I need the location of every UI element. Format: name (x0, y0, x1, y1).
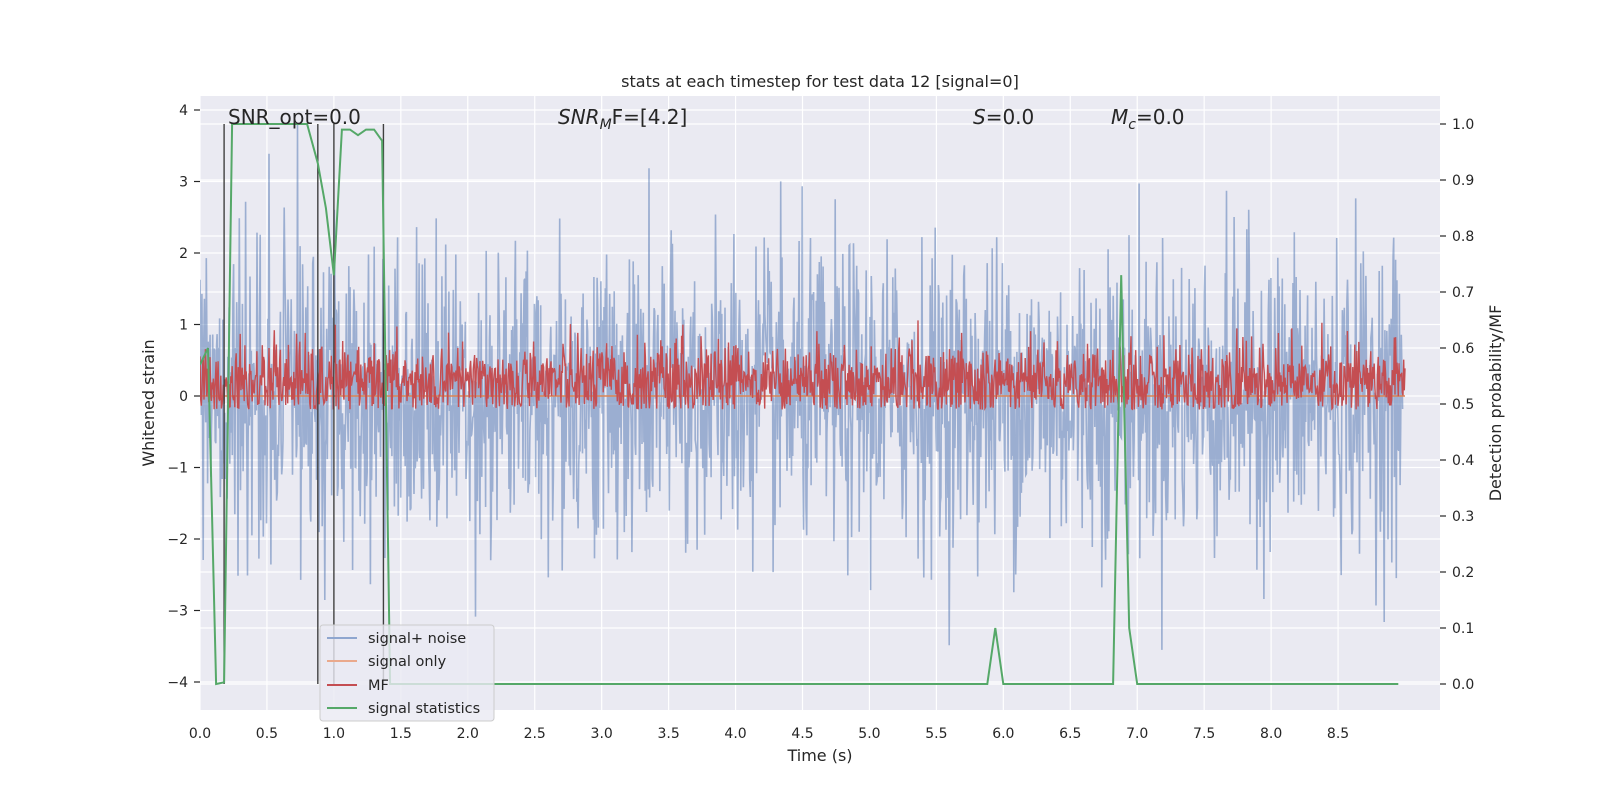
y-tick-label: −1 (167, 461, 188, 477)
x-tick-label: 8.5 (1327, 726, 1349, 742)
y-tick-label: 2 (179, 246, 188, 262)
y-tick-label: 4 (179, 103, 188, 119)
x-tick-label: 2.5 (524, 726, 546, 742)
y-right-tick-label: 0.5 (1452, 397, 1474, 413)
y-right-tick-label: 0.9 (1452, 173, 1474, 189)
chart-title: stats at each timestep for test data 12 … (621, 72, 1019, 91)
y-right-tick-label: 1.0 (1452, 117, 1474, 133)
x-tick-label: 1.0 (323, 726, 345, 742)
axes: 0.0 0.5 1.0 1.5 2.0 2.5 3.0 3.5 4.0 4.5 5.0 5.5 6.0 6… (167, 103, 1474, 742)
legend-label-signal-statistics: signal statistics (368, 701, 480, 717)
x-tick-label: 5.0 (858, 726, 880, 742)
x-tick-label: 3.5 (657, 726, 679, 742)
x-tick-label: 8.0 (1260, 726, 1282, 742)
y-tick-label: 0 (179, 389, 188, 405)
x-tick-label: 5.5 (925, 726, 947, 742)
y-tick-label: −3 (167, 604, 188, 620)
plot-area (200, 123, 1406, 686)
annotation-mc-rest: =0.0 (1136, 105, 1185, 129)
y-axis-right-label: Detection probability/MF (1486, 305, 1505, 502)
y-axis-label: Whitened strain (139, 339, 158, 466)
y-right-tick-label: 0.2 (1452, 565, 1474, 581)
annotation-snr-mf-rest: F=[4.2] (612, 105, 688, 129)
annotation-s: S=0.0 (973, 105, 1034, 129)
x-tick-label: 0.5 (256, 726, 278, 742)
y-right-tick-label: 0.0 (1452, 677, 1474, 693)
x-tick-label: 4.0 (724, 726, 746, 742)
legend-label-signal-only: signal only (368, 654, 447, 670)
y-tick-label: −2 (167, 532, 188, 548)
x-tick-label: 0.0 (189, 726, 211, 742)
annotation-snr-opt: SNR_opt=0.0 (228, 105, 361, 129)
y-tick-label: −4 (167, 675, 188, 691)
annotation-snr-mf: SNRMF=[4.2] (558, 105, 687, 133)
y-right-tick-label: 0.1 (1452, 621, 1474, 637)
y-right-tick-label: 0.7 (1452, 285, 1474, 301)
x-axis-label: Time (s) (786, 746, 852, 765)
series-mf (200, 320, 1406, 411)
x-tick-label: 7.5 (1193, 726, 1215, 742)
annotation-s-rest: =0.0 (986, 105, 1035, 129)
annotation-snr-mf-sub: M (600, 117, 612, 133)
x-tick-label: 7.0 (1126, 726, 1148, 742)
series-signal-statistics (200, 123, 1399, 686)
x-tick-label: 2.0 (457, 726, 479, 742)
annotation-snr-mf-main: SNR (558, 105, 600, 129)
y-right-tick-label: 0.8 (1452, 229, 1474, 245)
legend-box (319, 624, 495, 722)
x-tick-label: 6.5 (1059, 726, 1081, 742)
legend-label-signal-noise: signal+ noise (368, 631, 466, 647)
legend-label-mf: MF (368, 678, 389, 694)
annotation-s-main: S (973, 105, 986, 129)
x-tick-label: 6.0 (992, 726, 1014, 742)
y-tick-label: 1 (179, 318, 188, 334)
x-tick-label: 3.0 (591, 726, 613, 742)
y-right-tick-label: 0.6 (1452, 341, 1474, 357)
annotation-mc: Mc=0.0 (1111, 105, 1185, 133)
series-signal-noise (200, 124, 1404, 650)
series-group (200, 123, 1406, 686)
y-right-tick-label: 0.3 (1452, 509, 1474, 525)
y-right-tick-label: 0.4 (1452, 453, 1474, 469)
annotation-mc-main: M (1111, 105, 1128, 129)
annotation-mc-sub: c (1128, 117, 1136, 133)
x-tick-label: 1.5 (390, 726, 412, 742)
legend: signal+ noise signal only MF signal stat… (319, 624, 495, 722)
y-tick-label: 3 (179, 175, 188, 191)
x-tick-label: 4.5 (791, 726, 813, 742)
